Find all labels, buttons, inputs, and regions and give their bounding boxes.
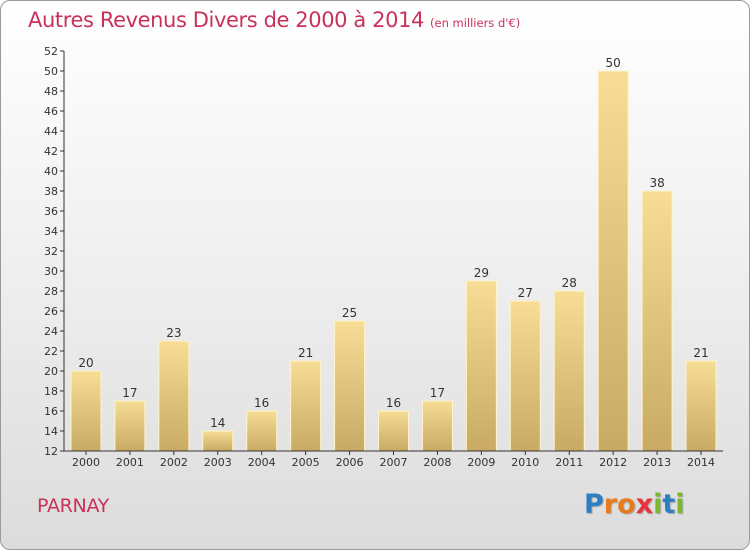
x-tick-label: 2013: [643, 456, 671, 469]
y-tick-label: 18: [44, 385, 58, 398]
bar: [421, 400, 453, 452]
chart-title: Autres Revenus Divers de 2000 à 2014: [28, 8, 425, 32]
y-tick-label: 40: [44, 165, 58, 178]
x-tick-label: 2012: [599, 456, 627, 469]
y-tick-label: 12: [44, 445, 58, 458]
bar: [465, 280, 497, 452]
y-tick-label: 14: [44, 425, 58, 438]
chart-title-block: Autres Revenus Divers de 2000 à 2014 (en …: [28, 8, 520, 32]
y-tick-label: 48: [44, 85, 58, 98]
y-tick-label: 16: [44, 405, 58, 418]
bar-value-label: 21: [298, 346, 313, 360]
y-tick-label: 32: [44, 245, 58, 258]
x-tick-label: 2007: [380, 456, 408, 469]
logo-letter: r: [603, 489, 618, 520]
bar: [685, 360, 717, 452]
bar: [290, 360, 322, 452]
x-tick-label: 2006: [336, 456, 364, 469]
bars: 20 17 23 14 16 21 25 16 17 29 27 28 50 38 21: [70, 56, 717, 452]
bar-value-label: 16: [386, 396, 401, 410]
bar: [158, 340, 190, 452]
bar-value-label: 17: [122, 386, 137, 400]
logo-letter: i: [653, 489, 663, 520]
logo-letter: x: [635, 489, 654, 520]
x-tick-label: 2004: [248, 456, 276, 469]
y-tick-label: 52: [44, 45, 58, 58]
bar-value-label: 16: [254, 396, 269, 410]
x-tick-label: 2001: [116, 456, 144, 469]
bar-value-label: 21: [693, 346, 708, 360]
x-tick-label: 2011: [555, 456, 583, 469]
x-tick-label: 2010: [511, 456, 539, 469]
y-tick-label: 26: [44, 305, 58, 318]
bar: [114, 400, 146, 452]
bar-value-label: 23: [166, 326, 181, 340]
bar-value-label: 20: [78, 356, 93, 370]
bar-value-label: 14: [210, 416, 225, 430]
logo-letter: t: [662, 489, 676, 520]
x-tick-label: 2005: [292, 456, 320, 469]
x-tick-label: 2009: [467, 456, 495, 469]
y-tick-label: 34: [44, 225, 58, 238]
y-tick-label: 22: [44, 345, 58, 358]
bar-value-label: 17: [430, 386, 445, 400]
bar-value-label: 25: [342, 306, 357, 320]
bar: [378, 410, 409, 452]
y-tick-label: 38: [44, 185, 58, 198]
y-tick-label: 46: [44, 105, 58, 118]
bar-value-label: 29: [474, 266, 489, 280]
chart-subtitle: (en milliers d'€): [430, 16, 521, 30]
y-tick-label: 44: [44, 125, 58, 138]
y-axis: 12 14 16 18 20 22 24 26 28 30 32 34 36 38 40 42 44 46 48 50…: [44, 45, 65, 458]
x-tick-label: 2008: [423, 456, 451, 469]
y-tick-label: 50: [44, 65, 58, 78]
proxiti-logo: Proxiti: [584, 489, 685, 520]
bar: [202, 430, 234, 452]
y-tick-label: 28: [44, 285, 58, 298]
bar: [641, 190, 673, 452]
x-tick-label: 2014: [687, 456, 715, 469]
y-tick-label: 36: [44, 205, 58, 218]
x-tick-label: 2000: [72, 456, 100, 469]
x-tick-label: 2002: [160, 456, 188, 469]
place-name: PARNAY: [37, 495, 109, 517]
bar: [70, 370, 102, 452]
y-tick-label: 20: [44, 365, 58, 378]
y-tick-label: 42: [44, 145, 58, 158]
bar: [553, 290, 585, 452]
bar: [246, 410, 278, 452]
logo-letter: P: [584, 489, 604, 520]
x-axis: 2000 2001 2002 2003 2004 2005 2006 2007 2008 2009…: [64, 450, 723, 469]
logo-letter: i: [675, 489, 685, 520]
bar: [597, 70, 629, 452]
bar-value-label: 28: [562, 276, 577, 290]
x-tick-label: 2003: [204, 456, 232, 469]
y-tick-label: 30: [44, 265, 58, 278]
bar-value-label: 50: [606, 56, 621, 70]
bar-value-label: 38: [649, 176, 664, 190]
bar: [509, 300, 541, 452]
logo-letter: o: [617, 489, 636, 520]
bar-value-label: 27: [518, 286, 533, 300]
bar: [334, 320, 366, 452]
y-tick-label: 24: [44, 325, 58, 338]
